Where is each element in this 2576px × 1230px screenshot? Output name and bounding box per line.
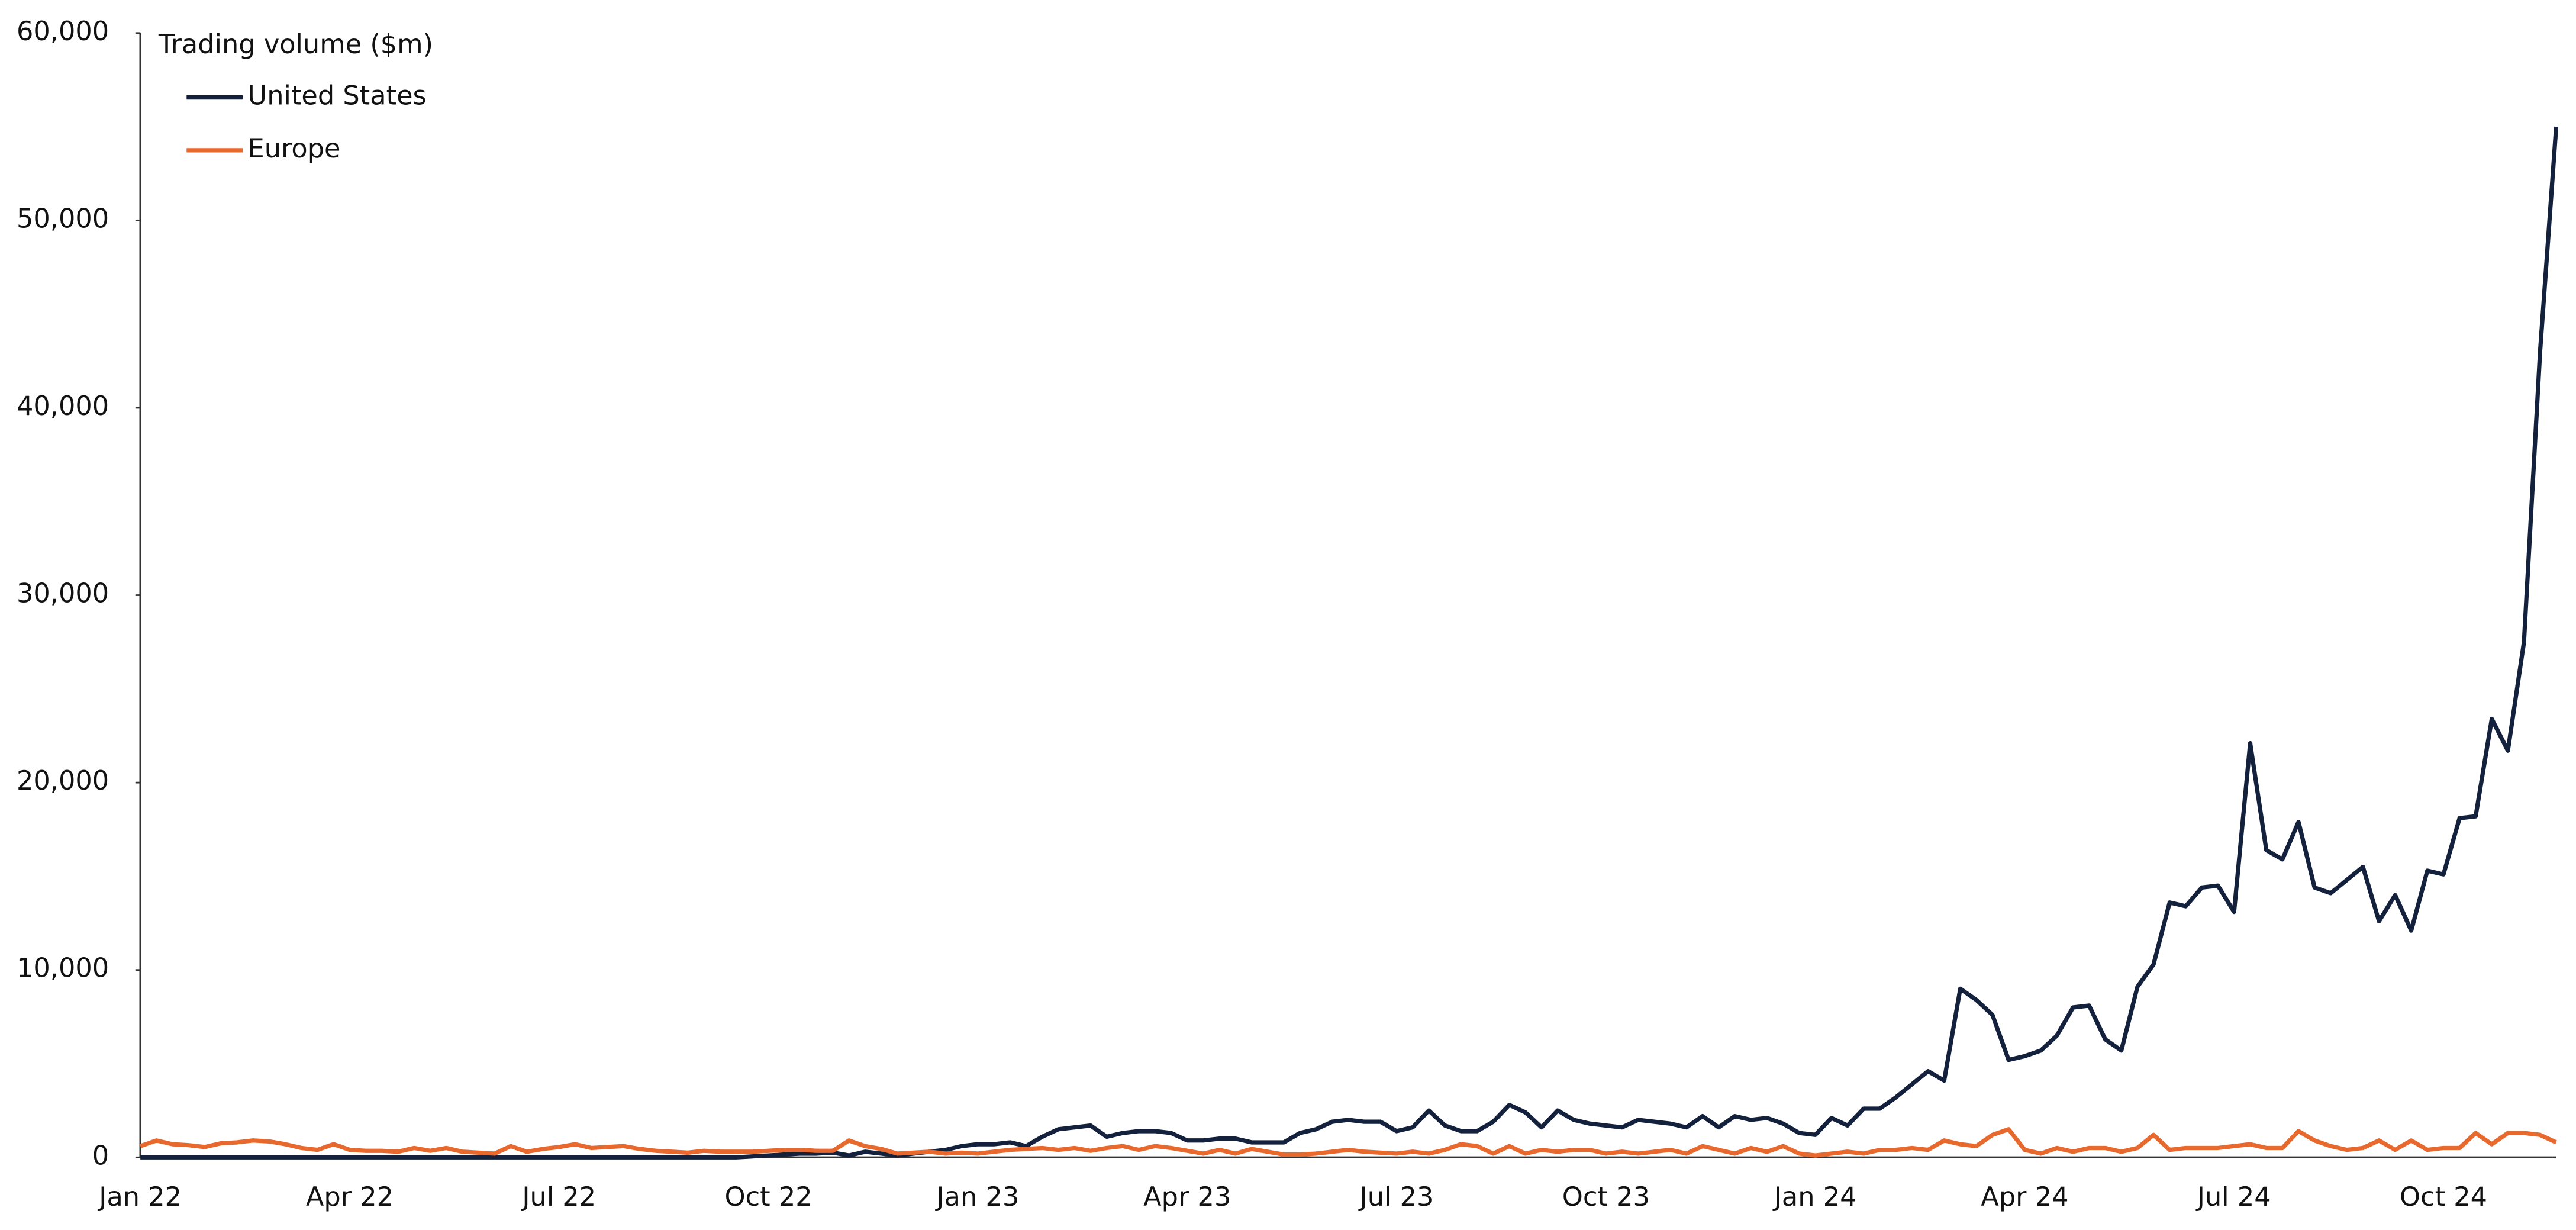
y-tick-label: 50,000 xyxy=(17,203,109,234)
x-tick-label: Jul 22 xyxy=(520,1181,596,1212)
y-tick-label: 0 xyxy=(92,1140,109,1171)
x-tick-label: Apr 22 xyxy=(306,1181,394,1212)
series-line xyxy=(139,1127,2558,1158)
y-tick-label: 20,000 xyxy=(17,765,109,796)
x-tick-label: Oct 22 xyxy=(725,1181,813,1212)
x-tick-label: Jan 24 xyxy=(1772,1181,1857,1212)
y-tick-label: 40,000 xyxy=(17,391,109,421)
series-line xyxy=(140,126,2559,1160)
y-tick-label: 10,000 xyxy=(17,953,109,984)
x-tick-label: Jan 23 xyxy=(934,1181,1019,1212)
legend-label: Europe xyxy=(248,133,341,164)
x-tick-label: Jul 24 xyxy=(2195,1181,2271,1212)
x-tick-label: Jul 23 xyxy=(1358,1181,1434,1212)
y-tick-label: 60,000 xyxy=(17,16,109,47)
x-tick-label: Apr 23 xyxy=(1143,1181,1231,1212)
x-tick-label: Apr 24 xyxy=(1981,1181,2068,1212)
legend-label: United States xyxy=(248,81,427,111)
x-tick-label: Oct 24 xyxy=(2400,1181,2487,1212)
y-axis-title: Trading volume ($m) xyxy=(158,29,433,60)
y-tick-label: 30,000 xyxy=(17,578,109,609)
x-tick-label: Oct 23 xyxy=(1562,1181,1650,1212)
x-tick-label: Jan 22 xyxy=(97,1181,182,1212)
